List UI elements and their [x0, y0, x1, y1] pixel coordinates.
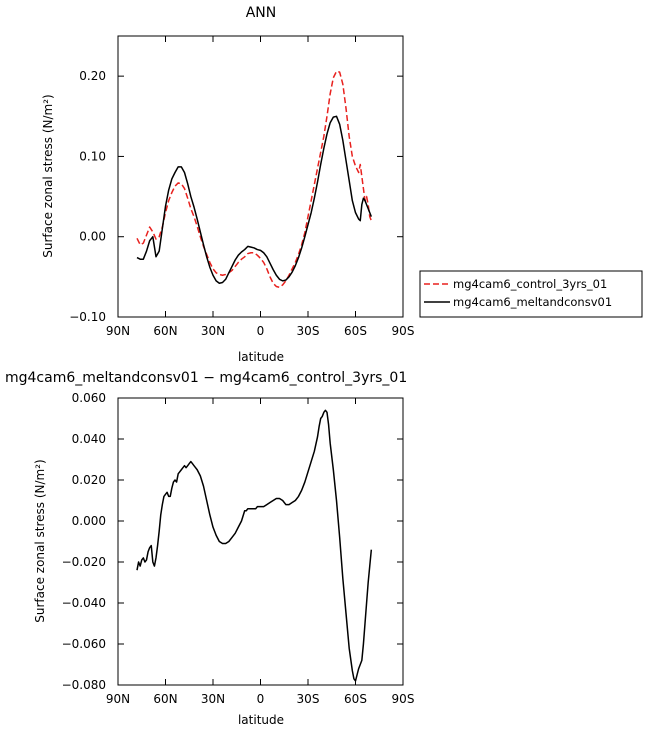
top-y-tick-label: 0.00	[79, 230, 106, 244]
bottom-x-tick-label: 60S	[344, 692, 367, 706]
top-y-tick-label: 0.20	[79, 69, 106, 83]
legend-label-melt: mg4cam6_meltandconsv01	[453, 295, 612, 309]
legend: mg4cam6_control_3yrs_01 mg4cam6_meltandc…	[419, 270, 643, 318]
top-chart-panel: ANN −0.100.000.100.20 90N 60N 30N 0 30S 60S 90…	[41, 5, 414, 364]
bottom-x-axis-ticks: 90N 60N 30N 0 30S 60S 90S	[106, 398, 415, 706]
top-series-line-0	[136, 70, 373, 289]
legend-label-control: mg4cam6_control_3yrs_01	[453, 277, 607, 291]
top-y-axis-ticks: −0.10 0.00 0.10 0.20	[69, 69, 403, 324]
legend-box	[419, 270, 643, 318]
top-plot-frame	[117, 35, 404, 318]
bottom-y-tick-label: 0.060	[72, 391, 106, 405]
bottom-y-axis-ticks: −0.080 −0.060 −0.040 −0.020 0.000 0.020 0.040 0…	[62, 391, 403, 692]
top-x-tick-label: 60N	[153, 324, 177, 338]
bottom-y-tick-label: 0.020	[72, 473, 106, 487]
bottom-x-axis-label: latitude	[238, 713, 284, 727]
bottom-y-tick-label: −0.040	[62, 596, 106, 610]
top-series-line-1	[136, 115, 373, 285]
bottom-plot-frame	[117, 397, 404, 686]
top-x-tick-label: 90S	[392, 324, 415, 338]
bottom-x-tick-label: 60N	[153, 692, 177, 706]
bottom-y-axis-label: Surface zonal stress (N/m²)	[33, 459, 47, 623]
bottom-y-tick-label: −0.060	[62, 637, 106, 651]
top-x-tick-label: 90N	[106, 324, 130, 338]
top-x-tick-label: 60S	[344, 324, 367, 338]
bottom-y-tick-label: −0.020	[62, 555, 106, 569]
bottom-x-tick-label: 90S	[392, 692, 415, 706]
top-x-tick-label: 30N	[201, 324, 225, 338]
bottom-chart-panel: mg4cam6_meltandconsv01 − mg4cam6_control…	[5, 370, 414, 727]
top-x-tick-label: 30S	[297, 324, 320, 338]
top-x-tick-label: 0	[257, 324, 265, 338]
top-chart-title: ANN	[246, 5, 277, 21]
top-x-axis-ticks: 90N 60N 30N 0 30S 60S 90S	[106, 36, 415, 338]
bottom-y-tick-label: 0.040	[72, 432, 106, 446]
top-plot-area: −0.10 0.00 0.10 0.20 90N 60N 30N 0 30S 60S 90S	[69, 35, 415, 338]
bottom-x-tick-label: 30S	[297, 692, 320, 706]
bottom-series-line-0	[136, 409, 373, 682]
bottom-y-tick-label: 0.000	[72, 514, 106, 528]
top-x-axis-label: latitude	[238, 350, 284, 364]
bottom-x-tick-label: 90N	[106, 692, 130, 706]
bottom-y-tick-label: −0.080	[62, 678, 106, 692]
bottom-series-lines	[136, 409, 373, 682]
bottom-x-tick-label: 0	[257, 692, 265, 706]
bottom-chart-title: mg4cam6_meltandconsv01 − mg4cam6_control…	[5, 370, 407, 386]
top-y-axis-label: Surface zonal stress (N/m²)	[41, 94, 55, 258]
top-series-lines	[136, 70, 373, 289]
top-y-tick-label: 0.10	[79, 149, 106, 163]
top-y-tick-label: −0.10	[69, 310, 106, 324]
bottom-plot-area: −0.080 −0.060 −0.040 −0.020 0.000 0.020 0.040 0…	[62, 391, 415, 706]
bottom-x-tick-label: 30N	[201, 692, 225, 706]
